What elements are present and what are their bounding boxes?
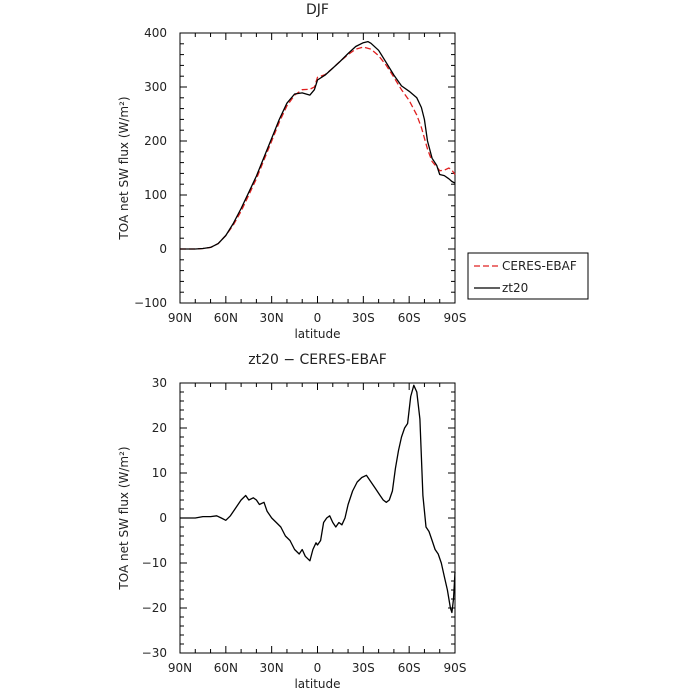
bottom-y-tick-label: 10: [152, 466, 167, 480]
legend-box: [467, 252, 589, 300]
legend-label-1: zt20: [502, 281, 528, 295]
bottom-y-tick-label: 20: [152, 421, 167, 435]
top-y-tick-label: 400: [144, 26, 167, 40]
bottom-x-tick-label: 60S: [398, 661, 421, 675]
bottom-series-line-0: [180, 384, 456, 614]
bottom-y-tick-label: −10: [142, 556, 167, 570]
top-y-tick-label: −100: [134, 296, 167, 310]
legend: CERES-EBAF zt20: [467, 252, 589, 300]
top-x-tick-label: 30N: [260, 311, 284, 325]
bottom-x-axis-label: latitude: [294, 677, 340, 691]
top-y-tick-label: 200: [144, 134, 167, 148]
bottom-y-tick-label: −20: [142, 601, 167, 615]
top-y-axis-label: TOA net SW flux (W/m²): [117, 96, 131, 240]
bottom-y-axis-label: TOA net SW flux (W/m²): [117, 446, 131, 590]
bottom-panel: 90N 60N 30N 0 30S 60S 90S −30 −20 −10 0 10 20 30 zt20 …: [117, 352, 466, 691]
top-x-tick-label: 60N: [214, 311, 238, 325]
legend-label-0: CERES-EBAF: [502, 259, 577, 273]
top-panel: 90N 60N 30N 0 30S 60S 90S −100 0 100 200 300 400 DJF l…: [117, 2, 466, 341]
bottom-y-tick-label: −30: [142, 646, 167, 660]
bottom-x-tick-label: 0: [314, 661, 322, 675]
top-x-tick-label: 0: [314, 311, 322, 325]
top-y-tick-label: 100: [144, 188, 167, 202]
top-y-tick-label: 300: [144, 80, 167, 94]
top-x-tick-label: 90S: [444, 311, 467, 325]
top-x-tick-label: 90N: [168, 311, 192, 325]
bottom-x-tick-label: 30N: [260, 661, 284, 675]
top-x-tick-label: 60S: [398, 311, 421, 325]
top-x-axis-label: latitude: [294, 327, 340, 341]
bottom-x-tick-label: 90S: [444, 661, 467, 675]
bottom-y-tick-label: 0: [159, 511, 167, 525]
bottom-x-tick-label: 30S: [352, 661, 375, 675]
top-series-line-1: [180, 40, 456, 250]
bottom-chart-title: zt20 − CERES-EBAF: [248, 352, 387, 368]
top-series-line-0: [180, 46, 456, 250]
bottom-y-tick-label: 30: [152, 376, 167, 390]
top-x-tick-label: 30S: [352, 311, 375, 325]
top-y-tick-label: 0: [159, 242, 167, 256]
top-chart-title: DJF: [306, 2, 329, 18]
bottom-x-tick-label: 90N: [168, 661, 192, 675]
bottom-x-tick-label: 60N: [214, 661, 238, 675]
top-plot-frame: [179, 32, 456, 304]
